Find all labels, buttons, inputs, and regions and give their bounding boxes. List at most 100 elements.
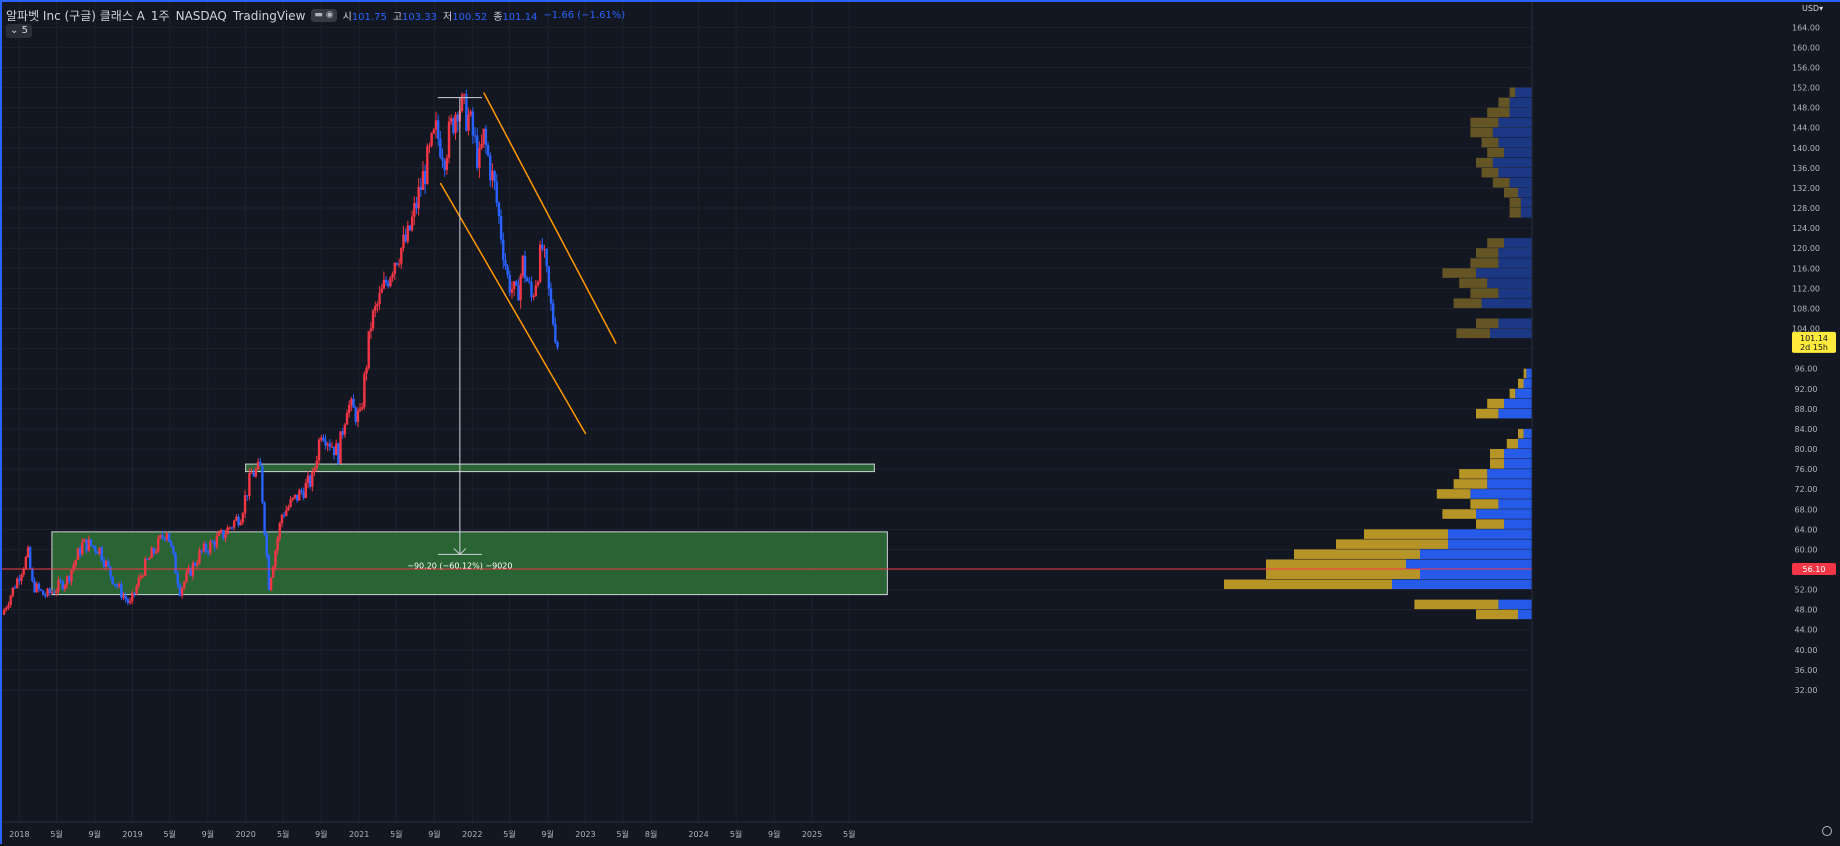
- candle-body: [178, 584, 182, 596]
- candle-body: [189, 567, 192, 576]
- volume-profile-bar-up: [1487, 398, 1504, 409]
- candle-body: [248, 473, 251, 497]
- volume-profile-bar-up: [1470, 127, 1493, 138]
- candle-body: [198, 550, 201, 564]
- candle-body: [172, 545, 175, 554]
- volume-profile-bar-down: [1470, 489, 1532, 499]
- time-tick-label: 5월: [503, 829, 515, 839]
- candle-body: [31, 568, 34, 581]
- candle-body: [213, 541, 216, 548]
- indicators-collapse-button[interactable]: ⌄ 5: [6, 24, 32, 38]
- brand-label: TradingView: [232, 8, 306, 23]
- low-label: 저: [443, 12, 453, 23]
- volume-profile-bar-up: [1414, 599, 1499, 610]
- volume-profile-bar-down: [1448, 529, 1532, 539]
- candle-body: [11, 587, 15, 596]
- candle-body: [363, 373, 366, 408]
- candle-body: [180, 587, 184, 596]
- candle-body: [7, 604, 10, 608]
- candle-body: [48, 588, 51, 593]
- candle-body: [382, 279, 386, 289]
- candle-body: [361, 407, 364, 409]
- volume-profile-bar-down: [1498, 137, 1532, 148]
- candle-body: [293, 494, 297, 498]
- candle-body: [57, 580, 60, 591]
- volume-profile-bar-up: [1442, 509, 1476, 519]
- volume-profile-bar-up: [1476, 519, 1504, 529]
- volume-profile-bar-down: [1523, 428, 1532, 439]
- candle-body: [528, 281, 531, 283]
- price-tick-label: 44.00: [1795, 626, 1818, 635]
- time-tick-label: 2021: [349, 830, 369, 839]
- candle-body: [454, 114, 457, 134]
- candle-body: [159, 535, 162, 538]
- candle-body: [330, 446, 334, 448]
- volume-profile-bar-up: [1453, 298, 1482, 308]
- candle-body: [502, 239, 505, 261]
- candle-body: [343, 424, 347, 435]
- candle-body: [380, 288, 383, 293]
- candle-body: [300, 490, 303, 492]
- volume-profile-bar-up: [1456, 328, 1490, 339]
- price-tick-label: 92.00: [1795, 385, 1818, 394]
- candle-body: [113, 583, 117, 585]
- volume-profile-bar-up: [1476, 609, 1518, 620]
- settings-gear-icon[interactable]: [1822, 826, 1832, 836]
- candle-body: [250, 472, 253, 474]
- volume-profile-bar-down: [1520, 198, 1532, 208]
- visibility-toggle-icon[interactable]: ▬ ◉: [311, 9, 337, 22]
- candle-body: [246, 495, 249, 497]
- candle-body: [252, 472, 255, 477]
- candle-body: [68, 576, 71, 582]
- candle-body: [33, 580, 36, 593]
- candle-body: [46, 588, 49, 596]
- candle-body: [436, 120, 440, 139]
- price-tick-label: 140.00: [1792, 144, 1820, 153]
- time-tick-label: 9월: [768, 829, 780, 839]
- candle-body: [226, 527, 229, 535]
- trend-channel-line: [439, 182, 587, 435]
- candle-body: [193, 562, 197, 566]
- time-tick-label: 9월: [88, 829, 100, 839]
- time-tick-label: 5월: [50, 829, 62, 839]
- candle-body: [274, 550, 277, 567]
- candle-body: [467, 114, 470, 131]
- interval-label[interactable]: 1주: [150, 9, 170, 23]
- time-tick-label: 2019: [122, 830, 142, 839]
- support-zone: [51, 531, 888, 596]
- symbol-name[interactable]: 알파벳 Inc (구글) 클래스 A: [6, 9, 145, 23]
- candle-body: [443, 160, 446, 171]
- volume-profile-bar-up: [1470, 499, 1499, 509]
- price-tick-label: 148.00: [1792, 104, 1820, 113]
- candle-body: [456, 114, 459, 122]
- volume-profile-bar-up: [1487, 238, 1504, 248]
- candle-body: [426, 146, 429, 185]
- candle-body: [83, 539, 86, 542]
- candle-body: [473, 135, 477, 137]
- candle-body: [59, 580, 62, 582]
- candle-body: [204, 543, 208, 552]
- volume-profile-bar-down: [1515, 87, 1532, 98]
- candle-body: [317, 439, 321, 461]
- currency-selector[interactable]: USD▾: [1802, 4, 1823, 13]
- indicator-count: 5: [21, 25, 28, 36]
- candle-body: [61, 581, 64, 590]
- volume-profile-bar-up: [1476, 248, 1499, 258]
- open-label: 시: [342, 12, 352, 23]
- candle-body: [326, 443, 329, 446]
- candle-body: [124, 595, 127, 600]
- candle-body: [384, 279, 388, 283]
- candle-body: [154, 551, 158, 553]
- candle-body: [50, 591, 54, 593]
- volume-profile-bar-down: [1504, 519, 1532, 529]
- candle-body: [482, 128, 485, 145]
- candle-body: [89, 539, 93, 546]
- candle-body: [543, 248, 546, 250]
- candle-body: [308, 475, 312, 487]
- candle-body: [328, 443, 332, 447]
- candle-body: [493, 170, 496, 182]
- candle-body: [272, 566, 275, 578]
- candle-body: [365, 367, 368, 374]
